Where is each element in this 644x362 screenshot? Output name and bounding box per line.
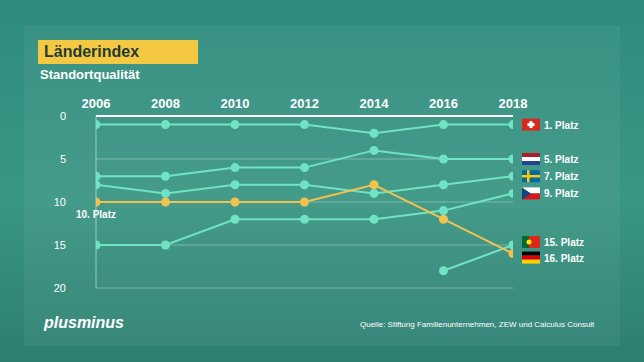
svg-text:7. Platz: 7. Platz <box>544 171 578 182</box>
svg-text:2012: 2012 <box>290 96 319 111</box>
svg-text:10. Platz: 10. Platz <box>76 209 116 220</box>
svg-text:1. Platz: 1. Platz <box>544 120 578 131</box>
svg-text:16. Platz: 16. Platz <box>544 253 584 264</box>
svg-text:2016: 2016 <box>429 96 458 111</box>
svg-text:2014: 2014 <box>360 96 390 111</box>
svg-text:5: 5 <box>60 153 66 165</box>
svg-text:2008: 2008 <box>151 96 180 111</box>
html-text:Länderindex: Länderindex <box>44 43 140 60</box>
svg-text:10: 10 <box>54 196 66 208</box>
svg-text:15. Platz: 15. Platz <box>544 237 584 248</box>
svg-text:2006: 2006 <box>82 96 111 111</box>
svg-text:2018: 2018 <box>499 96 528 111</box>
html-text:plusminus: plusminus <box>44 314 124 331</box>
svg-text:5. Platz: 5. Platz <box>544 154 578 165</box>
svg-text:2010: 2010 <box>221 96 250 111</box>
svg-text:20: 20 <box>54 282 66 294</box>
svg-text:0: 0 <box>60 110 66 122</box>
svg-text:15: 15 <box>54 239 66 251</box>
svg-text:9. Platz: 9. Platz <box>544 188 578 199</box>
html-text:Quelle: Stiftung Familienunter: Quelle: Stiftung Familienunternehmen, ZE… <box>360 320 595 329</box>
html-text:Standortqualität: Standortqualität <box>40 67 140 82</box>
